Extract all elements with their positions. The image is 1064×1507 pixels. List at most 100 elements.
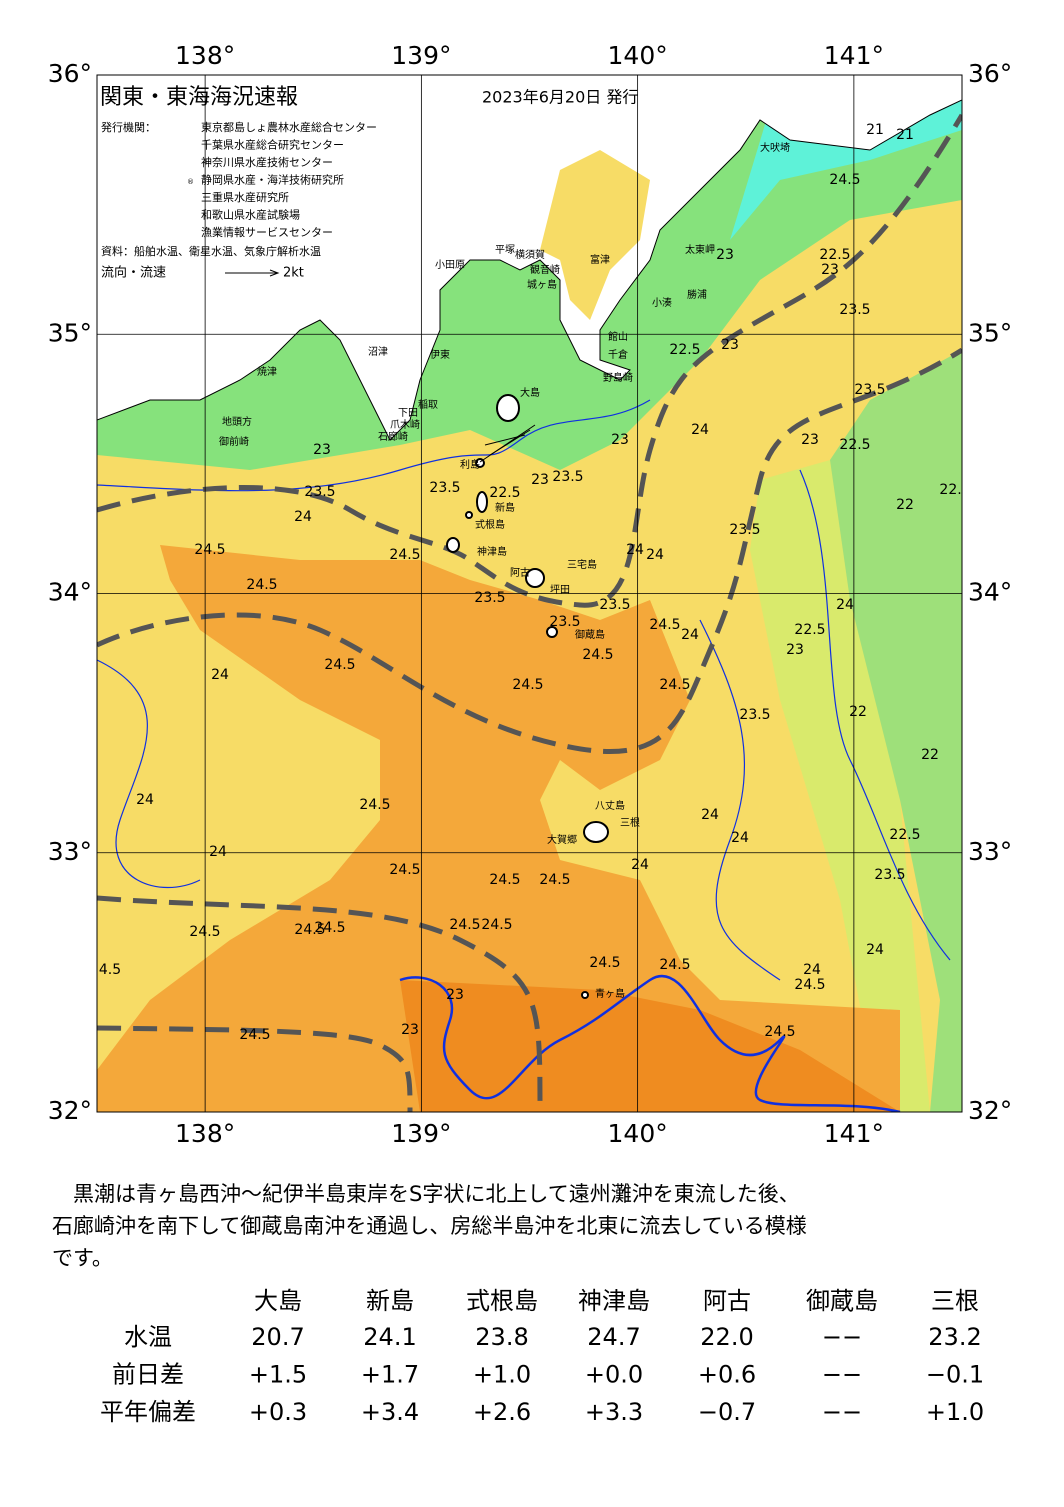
map-title: 関東・東海海況速報 (100, 85, 298, 110)
contour-label: 23 (531, 472, 549, 488)
contour-label: 24.5 (489, 872, 520, 888)
contour-label: 24.5 (294, 922, 325, 938)
isotherm (97, 659, 201, 888)
kuroshio (97, 113, 962, 1112)
contour-label: 21 (866, 122, 884, 138)
kuroshio-edge (97, 1025, 413, 1112)
place-label: 沼津 (368, 345, 388, 358)
contour-label: 22.5 (819, 247, 850, 263)
contour-label: 23.5 (874, 867, 905, 883)
contour-label: 24 (836, 597, 854, 613)
contour-label: 24 (803, 962, 821, 978)
lon-label-bottom: 138° (175, 1119, 235, 1148)
contour-label: 22 (896, 497, 914, 513)
summary-line: です。 (52, 1246, 113, 1270)
contour-label: 23.5 (304, 484, 335, 500)
isotherm (799, 469, 951, 961)
contour-label: 24.5 (449, 917, 480, 933)
contour-label: 24.5 (539, 872, 570, 888)
place-label: 坪田 (550, 583, 570, 596)
table-cell: +1.7 (361, 1361, 419, 1389)
table-cell: 22.0 (700, 1323, 753, 1351)
lat-label-right: 35° (968, 318, 1012, 347)
contour-label: 24.5 (829, 172, 860, 188)
isotherm-23 (399, 974, 901, 1112)
contour-label: 23 (721, 337, 739, 353)
place-label: 大島 (520, 386, 540, 399)
contour-label: 24 (209, 844, 227, 860)
contour-label: 22 (921, 747, 939, 763)
land (97, 75, 962, 441)
row-label: 平年偏差 (100, 1398, 196, 1426)
issuer: 神奈川県水産技術センター (201, 155, 333, 169)
contour-label: 23 (446, 987, 464, 1003)
lat-label-right: 33° (968, 837, 1012, 866)
contour-label: 24.5 (659, 957, 690, 973)
contour-label: 23 (716, 247, 734, 263)
place-label: 八丈島 (595, 799, 625, 812)
legend-label: 流向・流速 (101, 265, 166, 281)
place-label: 御前崎 (219, 435, 249, 448)
place-label: 新島 (495, 501, 515, 514)
lon-label-top: 140° (608, 41, 668, 70)
contour-label: 24.5 (314, 920, 345, 936)
island (476, 491, 488, 513)
contour-label: 24.5 (649, 617, 680, 633)
table-header: 大島 (254, 1287, 302, 1315)
island (581, 991, 589, 999)
contour-label: 23.5 (839, 302, 870, 318)
place-label: 野島崎 (603, 371, 633, 384)
flow-arrow (489, 429, 531, 456)
lat-label-left: 36° (48, 59, 92, 88)
contour-label: 24.5 (582, 647, 613, 663)
place-label: 小湊 (652, 296, 672, 309)
contour-label: 24.5 (512, 677, 543, 693)
table-cell: −0.1 (926, 1361, 984, 1389)
place-label: 三宅島 (567, 558, 597, 571)
place-label: 館山 (608, 330, 628, 343)
contour-label: 24.5 (481, 917, 512, 933)
contour-label: 22.5 (794, 622, 825, 638)
contour-label: 24.5 (189, 924, 220, 940)
issuer-list: 東京都島しょ農林水産総合センター千葉県水産総合研究センター神奈川県水産技術センタ… (201, 120, 377, 239)
contour-label: 21 (896, 127, 914, 143)
table-cell: +1.0 (926, 1398, 984, 1426)
contour-label: 23 (313, 442, 331, 458)
sea-yellowgreen (750, 460, 930, 1112)
table-cell: 23.8 (475, 1323, 528, 1351)
contour-label: 24.5 (389, 862, 420, 878)
contour-label: 24.5 (246, 577, 277, 593)
lat-label-left: 33° (48, 837, 92, 866)
place-label: 稲取 (418, 399, 438, 411)
contour-label: 23 (821, 262, 839, 278)
place-label: 太東岬 (685, 243, 715, 256)
table-header: 三根 (931, 1287, 979, 1315)
place-label: 富津 (590, 253, 610, 266)
contour-label: 23.5 (474, 590, 505, 606)
contour-label: 24 (691, 422, 709, 438)
contour-label: 24.5 (324, 657, 355, 673)
contour-label: 24.5 (794, 977, 825, 993)
contour-label: 23 (786, 642, 804, 658)
kuroshio-axis (97, 113, 962, 608)
isotherm (97, 399, 651, 492)
place-label: 爪木崎 (390, 418, 420, 431)
lat-label-left: 35° (48, 318, 92, 347)
table-cell: +3.3 (585, 1398, 643, 1426)
contour-label: 23.5 (599, 597, 630, 613)
place-label: 焼津 (257, 366, 277, 378)
contour-label: 22.5 (939, 482, 970, 498)
contour-label: 24.5 (659, 677, 690, 693)
sea-green-east (830, 350, 962, 1112)
contour-label: 23.5 (429, 480, 460, 496)
table-header: 神津島 (578, 1287, 650, 1315)
contour-label: 23.5 (854, 382, 885, 398)
lon-label-bottom: 139° (391, 1119, 451, 1148)
table-cell: +0.6 (698, 1361, 756, 1389)
table-cell: −0.7 (698, 1398, 756, 1426)
isotherms (97, 399, 951, 981)
summary-line: 黒潮は青ヶ島西沖～紀伊半島東岸をS字状に北上して遠州灘沖を東流した後、 (52, 1182, 800, 1206)
